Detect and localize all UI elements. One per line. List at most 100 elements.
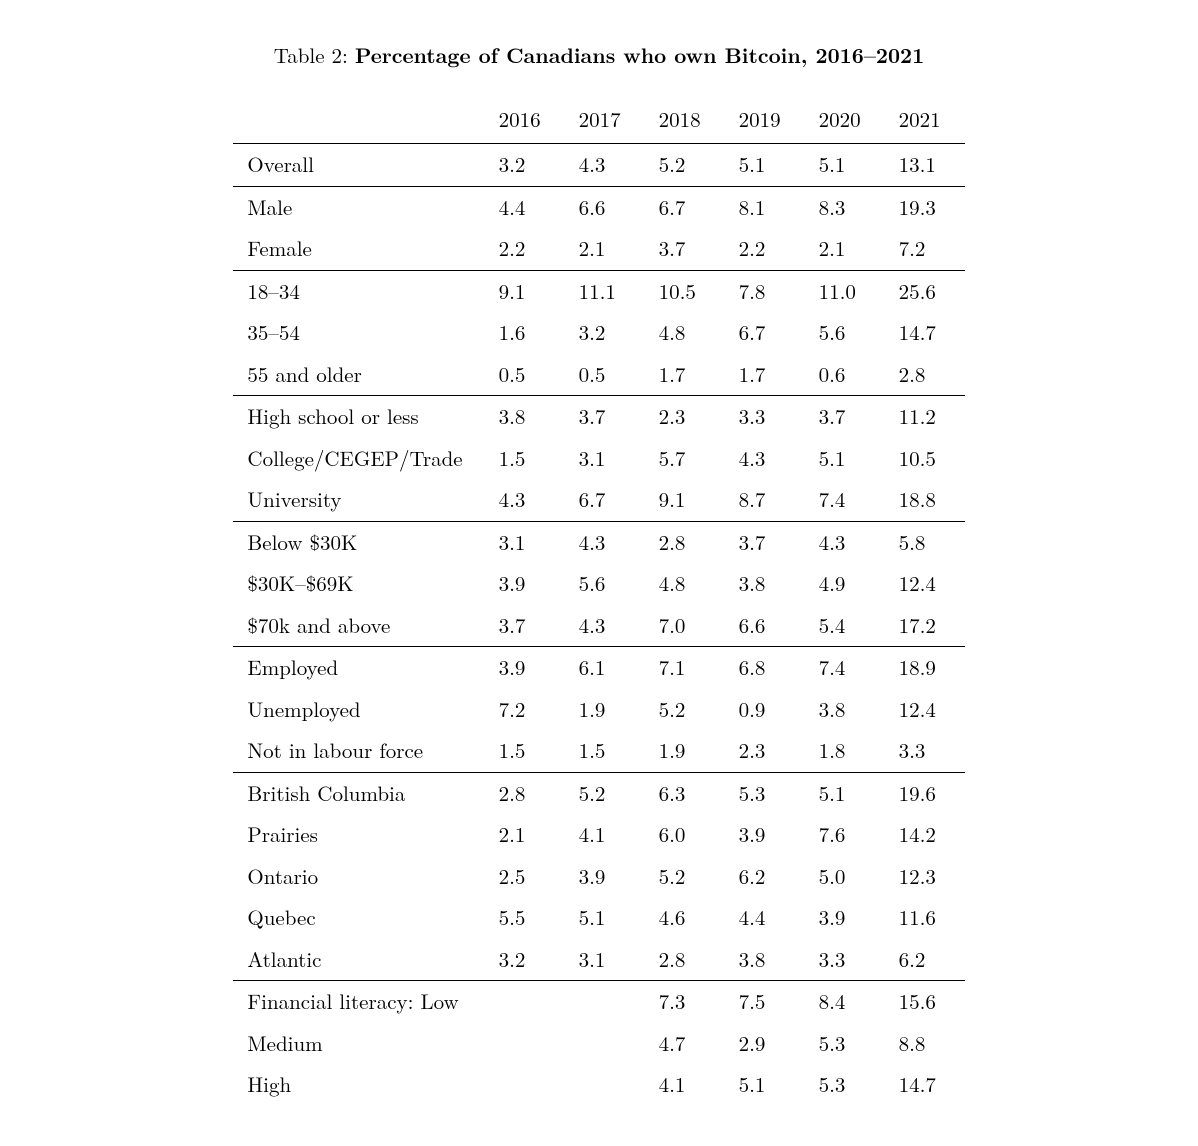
table-row: High school or less3.83.72.33.33.711.2: [233, 396, 964, 438]
cell-value: 2.8: [885, 354, 965, 396]
cell-value: 1.5: [485, 730, 565, 772]
cell-value: 7.3: [645, 981, 725, 1023]
cell-value: 6.6: [565, 186, 645, 228]
cell-value: 0.5: [485, 354, 565, 396]
cell-value: 5.0: [805, 856, 885, 898]
cell-value: [485, 1023, 565, 1065]
cell-value: 6.2: [885, 939, 965, 981]
cell-value: 10.5: [645, 270, 725, 312]
cell-value: 7.0: [645, 605, 725, 647]
cell-value: 1.9: [645, 730, 725, 772]
cell-value: 1.8: [805, 730, 885, 772]
header-row: 2016 2017 2018 2019 2020 2021: [233, 94, 964, 144]
header-year: 2017: [565, 94, 645, 144]
cell-value: [485, 981, 565, 1023]
table-row: Financial literacy: Low7.37.58.415.6: [233, 981, 964, 1023]
row-label: Unemployed: [233, 689, 484, 731]
cell-value: 3.8: [805, 689, 885, 731]
cell-value: 9.1: [485, 270, 565, 312]
cell-value: 3.9: [725, 814, 805, 856]
cell-value: 1.5: [485, 438, 565, 480]
row-label: High: [233, 1064, 484, 1106]
cell-value: 5.3: [725, 772, 805, 814]
header-year: 2020: [805, 94, 885, 144]
row-label: Male: [233, 186, 484, 228]
cell-value: 4.4: [485, 186, 565, 228]
table-row: 18–349.111.110.57.811.025.6: [233, 270, 964, 312]
cell-value: 3.7: [725, 521, 805, 563]
cell-value: 5.8: [885, 521, 965, 563]
table-row: University4.36.79.18.77.418.8: [233, 479, 964, 521]
table-head: 2016 2017 2018 2019 2020 2021: [233, 94, 964, 144]
cell-value: 5.4: [805, 605, 885, 647]
table-row: Atlantic3.23.12.83.83.36.2: [233, 939, 964, 981]
cell-value: 2.2: [485, 228, 565, 270]
cell-value: 19.6: [885, 772, 965, 814]
cell-value: 1.6: [485, 312, 565, 354]
cell-value: 3.1: [565, 438, 645, 480]
table-row: 55 and older0.50.51.71.70.62.8: [233, 354, 964, 396]
cell-value: 15.6: [885, 981, 965, 1023]
cell-value: 3.7: [805, 396, 885, 438]
row-label: Not in labour force: [233, 730, 484, 772]
cell-value: 4.1: [645, 1064, 725, 1106]
cell-value: 2.8: [645, 939, 725, 981]
table-row: Medium4.72.95.38.8: [233, 1023, 964, 1065]
cell-value: 3.1: [565, 939, 645, 981]
cell-value: 2.1: [485, 814, 565, 856]
cell-value: 14.7: [885, 1064, 965, 1106]
cell-value: 4.3: [565, 144, 645, 187]
cell-value: 12.4: [885, 689, 965, 731]
cell-value: 3.2: [485, 144, 565, 187]
cell-value: 4.9: [805, 563, 885, 605]
cell-value: 1.7: [725, 354, 805, 396]
cell-value: 13.1: [885, 144, 965, 187]
cell-value: 2.8: [485, 772, 565, 814]
cell-value: 3.8: [725, 563, 805, 605]
cell-value: 14.2: [885, 814, 965, 856]
table-row: $30K–$69K3.95.64.83.84.912.4: [233, 563, 964, 605]
header-blank: [233, 94, 484, 144]
cell-value: 5.7: [645, 438, 725, 480]
header-year: 2019: [725, 94, 805, 144]
cell-value: 11.1: [565, 270, 645, 312]
cell-value: 11.2: [885, 396, 965, 438]
cell-value: 9.1: [645, 479, 725, 521]
row-label: 55 and older: [233, 354, 484, 396]
cell-value: 0.6: [805, 354, 885, 396]
cell-value: [565, 1064, 645, 1106]
cell-value: 6.7: [725, 312, 805, 354]
table-row: Not in labour force1.51.51.92.31.83.3: [233, 730, 964, 772]
cell-value: 7.2: [485, 689, 565, 731]
cell-value: 5.6: [565, 563, 645, 605]
cell-value: 11.0: [805, 270, 885, 312]
row-label: Quebec: [233, 897, 484, 939]
cell-value: 3.3: [885, 730, 965, 772]
cell-value: 8.7: [725, 479, 805, 521]
table-row: Overall3.24.35.25.15.113.1: [233, 144, 964, 187]
table-row: Ontario2.53.95.26.25.012.3: [233, 856, 964, 898]
row-label: High school or less: [233, 396, 484, 438]
cell-value: 18.8: [885, 479, 965, 521]
cell-value: 1.5: [565, 730, 645, 772]
table-row: Male4.46.66.78.18.319.3: [233, 186, 964, 228]
table-row: 35–541.63.24.86.75.614.7: [233, 312, 964, 354]
cell-value: 4.8: [645, 563, 725, 605]
row-label: Employed: [233, 647, 484, 689]
cell-value: 3.3: [805, 939, 885, 981]
cell-value: 12.4: [885, 563, 965, 605]
table-row: Prairies2.14.16.03.97.614.2: [233, 814, 964, 856]
cell-value: 6.7: [565, 479, 645, 521]
cell-value: 3.2: [485, 939, 565, 981]
row-label: 35–54: [233, 312, 484, 354]
cell-value: 18.9: [885, 647, 965, 689]
cell-value: 4.1: [565, 814, 645, 856]
cell-value: 2.5: [485, 856, 565, 898]
cell-value: 3.7: [645, 228, 725, 270]
cell-value: 2.9: [725, 1023, 805, 1065]
table-row: Quebec5.55.14.64.43.911.6: [233, 897, 964, 939]
table-row: High4.15.15.314.7: [233, 1064, 964, 1106]
cell-value: 7.4: [805, 647, 885, 689]
row-label: 18–34: [233, 270, 484, 312]
table-caption: Table 2: Percentage of Canadians who own…: [60, 40, 1138, 72]
